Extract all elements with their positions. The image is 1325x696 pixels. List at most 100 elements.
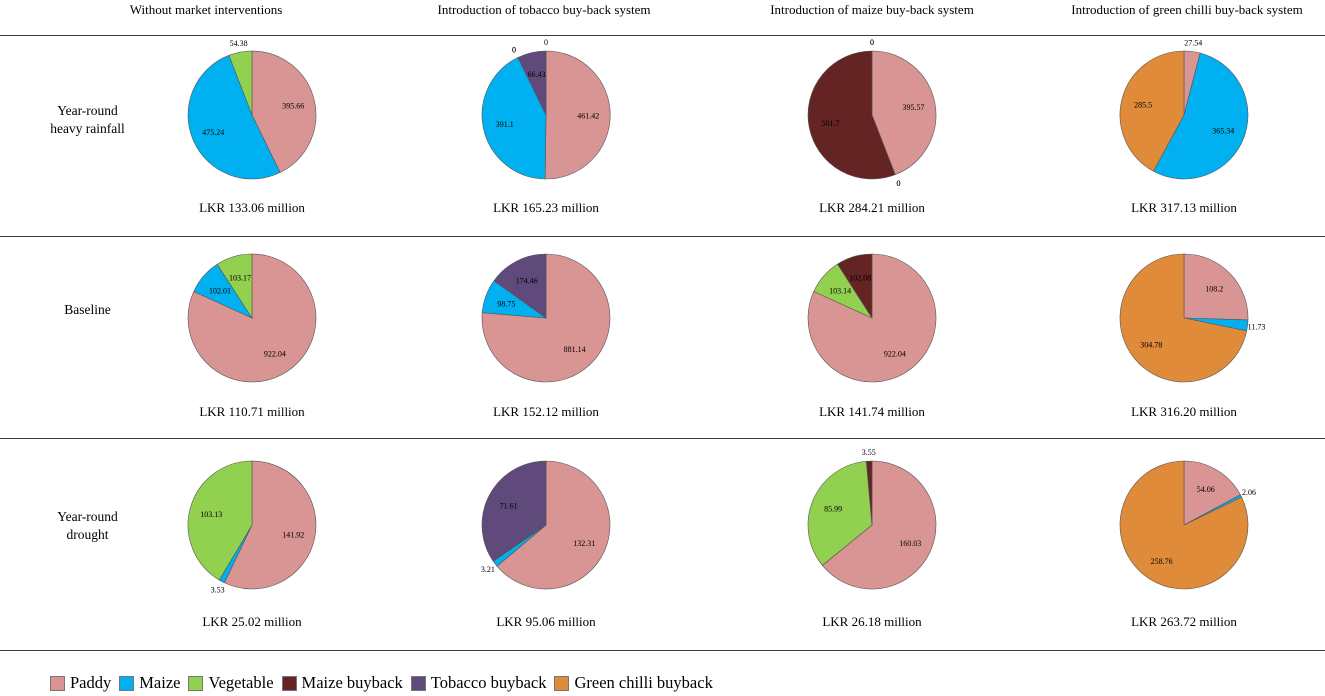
pie-data-label: 0 bbox=[897, 179, 901, 188]
pie-data-label: 3.53 bbox=[211, 585, 225, 594]
pie-slice-maize-buyback bbox=[837, 253, 873, 320]
pie-data-label: 3.21 bbox=[481, 565, 495, 574]
pie-data-label: 103.17 bbox=[229, 274, 251, 283]
pie-total-label: LKR 152.12 million bbox=[493, 404, 599, 419]
pie-data-label: 71.61 bbox=[500, 501, 518, 510]
pie-slice-paddy bbox=[544, 50, 611, 180]
row-divider bbox=[0, 35, 1325, 36]
pie-data-label: 0 bbox=[897, 179, 901, 188]
legend-label: Vegetable bbox=[208, 673, 274, 692]
pie-slice-vegetable bbox=[807, 460, 873, 566]
pie-slice-tobacco-buyback bbox=[517, 50, 547, 116]
legend-swatch bbox=[410, 675, 426, 691]
pie-total-label: LKR 317.13 million bbox=[1131, 200, 1237, 215]
pie-slice-maize bbox=[481, 57, 547, 180]
pie-total-label: LKR 263.72 million bbox=[1131, 614, 1237, 629]
pie-total-label: LKR 133.06 million bbox=[199, 200, 305, 215]
row-divider bbox=[0, 438, 1325, 439]
legend-item-chilli-buyback: Green chilli buyback bbox=[554, 673, 713, 693]
legend-item-paddy: Paddy bbox=[50, 673, 111, 693]
pie-data-label: 160.03 bbox=[899, 539, 921, 548]
pie-slice-tobacco-buyback bbox=[493, 253, 547, 319]
legend-swatch bbox=[50, 675, 65, 691]
pie-data-label: 132.31 bbox=[573, 539, 595, 548]
pie-data-label: 2.06 bbox=[1242, 488, 1256, 497]
row-divider bbox=[0, 236, 1325, 237]
pie-data-label: 102.08 bbox=[849, 274, 871, 283]
pie-data-label: 395.57 bbox=[903, 103, 925, 112]
legend-item-tobacco-buyback: Tobacco buyback bbox=[410, 673, 547, 693]
pie-total-label: LKR 95.06 million bbox=[496, 614, 596, 629]
legend-swatch bbox=[281, 675, 297, 691]
pie-data-label: 0 bbox=[870, 38, 874, 47]
pie-chart: 141.92 3.53 103.13 bbox=[187, 460, 317, 594]
pie-total-label: LKR 110.71 million bbox=[199, 404, 305, 419]
pie-chart: 395.66 475.24 54.38 bbox=[187, 39, 317, 180]
pie-data-label: 0 bbox=[512, 45, 516, 54]
pie-data-label: 54.38 bbox=[230, 39, 248, 48]
pie-data-label: 103.14 bbox=[829, 286, 851, 295]
pie-slice-paddy bbox=[871, 50, 937, 176]
row-label-heavy-rainfall: Year-round heavy rainfall bbox=[0, 102, 175, 138]
pie-data-label: 922.04 bbox=[884, 350, 906, 359]
pie-slice-paddy bbox=[251, 50, 317, 173]
legend-label: Tobacco buyback bbox=[430, 673, 547, 692]
pie-slice-paddy bbox=[224, 460, 317, 590]
column-header-maize-buyback: Introduction of maize buy-back system bbox=[770, 2, 974, 17]
row-label-line: Baseline bbox=[64, 302, 111, 317]
pie-slice-paddy bbox=[481, 253, 611, 383]
pie-data-label: 285.5 bbox=[1134, 101, 1152, 110]
pie-data-label: 461.42 bbox=[577, 111, 599, 120]
pie-total-label: LKR 26.18 million bbox=[822, 614, 922, 629]
pie-slice-maize bbox=[1153, 52, 1249, 180]
legend-item-maize-buyback: Maize buyback bbox=[281, 673, 403, 693]
pie-data-label: 54.06 bbox=[1197, 485, 1215, 494]
pie-data-label: 0 bbox=[544, 38, 548, 47]
pie-data-label: 881.14 bbox=[564, 345, 586, 354]
legend-label: Maize buyback bbox=[301, 673, 403, 692]
legend-label: Paddy bbox=[70, 673, 112, 692]
pie-data-label: 174.46 bbox=[516, 276, 538, 285]
row-divider bbox=[0, 650, 1325, 651]
pie-slice-vegetable bbox=[216, 253, 253, 320]
row-label-baseline: Baseline bbox=[0, 301, 175, 319]
pie-chart: 881.14 98.75 174.46 bbox=[481, 253, 611, 383]
legend-swatch bbox=[554, 675, 570, 691]
pie-chart: 27.54 365.34 285.5 bbox=[1119, 39, 1249, 180]
pie-slice-paddy bbox=[496, 460, 611, 590]
pie-slice-tobacco-buyback bbox=[481, 460, 547, 562]
pie-slice-vegetable bbox=[228, 50, 253, 116]
pie-data-label: 304.78 bbox=[1140, 341, 1162, 350]
row-label-line: heavy rainfall bbox=[50, 121, 125, 136]
pie-slice-paddy bbox=[821, 460, 937, 590]
pie-chart: 922.04 102.01 103.17 bbox=[187, 253, 317, 383]
pie-total-label: LKR 316.20 million bbox=[1131, 404, 1237, 419]
legend-item-maize: Maize bbox=[119, 673, 180, 693]
pie-total-label: LKR 165.23 million bbox=[493, 200, 599, 215]
pie-data-label: 85.99 bbox=[824, 505, 842, 514]
pie-slice-paddy bbox=[187, 253, 317, 383]
pie-data-label: 0 bbox=[512, 45, 516, 54]
legend: Paddy Maize Vegetable Maize buyback Toba… bbox=[50, 672, 721, 694]
pie-chart: 160.03 85.99 3.55 bbox=[807, 448, 937, 590]
pie-slice-vegetable bbox=[187, 460, 253, 581]
pie-slice-paddy bbox=[1183, 460, 1241, 526]
pie-total-label: LKR 284.21 million bbox=[819, 200, 925, 215]
row-label-line: Year-round bbox=[57, 103, 118, 118]
legend-item-vegetable: Vegetable bbox=[188, 673, 274, 693]
pie-data-label: 475.24 bbox=[202, 128, 224, 137]
pie-slice-green-chilli-buyback bbox=[1119, 460, 1249, 590]
pie-data-label: 365.34 bbox=[1212, 127, 1234, 136]
pie-data-label: 108.2 bbox=[1205, 285, 1223, 294]
column-header-tobacco-buyback: Introduction of tobacco buy-back system bbox=[437, 2, 651, 17]
legend-label: Maize bbox=[139, 673, 181, 692]
row-label-line: Year-round bbox=[57, 509, 118, 524]
row-label-line: drought bbox=[66, 527, 109, 542]
pie-data-label: 66.43 bbox=[528, 70, 546, 79]
pie-data-label: 0 bbox=[870, 38, 874, 47]
pie-slice-maize-buyback bbox=[865, 460, 873, 526]
pie-total-label: LKR 25.02 million bbox=[202, 614, 302, 629]
